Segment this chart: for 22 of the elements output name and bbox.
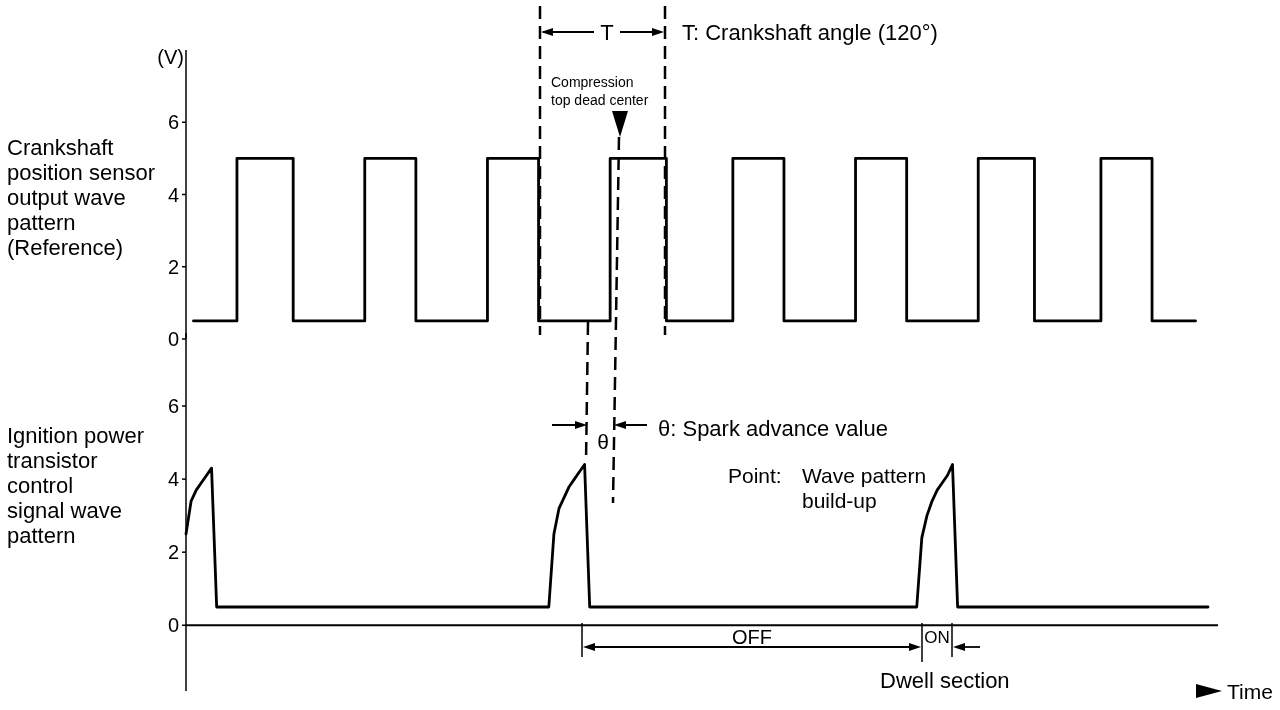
text: T (600, 19, 614, 45)
annotation: Wave pattern build-up (802, 463, 927, 512)
y-tick-label: 6 (167, 111, 179, 134)
y-axis-title: Crankshaft position sensor output wave pattern (Reference) (7, 134, 155, 260)
y-tick-label: 0 (167, 614, 179, 637)
y-tick-label: 2 (167, 541, 179, 564)
y-tick-label: 0 (167, 328, 179, 351)
x-axis-title: Time (1227, 679, 1273, 703)
text: T: Crankshaft angle (120°) (682, 19, 938, 45)
annotation: θ (597, 429, 609, 453)
y-tick-label: 6 (167, 395, 179, 418)
y-tick-label: 4 (167, 183, 179, 206)
y-tick-label: 2 (167, 255, 179, 278)
y-axis-title: Ignition power transistor control signal wave pattern (7, 422, 144, 548)
annotation: Dwell section (880, 667, 1010, 693)
annotation: θ: Spark advance value (658, 415, 888, 441)
annotation: Compression top dead center (551, 74, 649, 108)
annotation: OFF (732, 626, 772, 648)
annotation: Point: (728, 463, 782, 487)
text: (V) (157, 46, 184, 68)
y-tick-label: 4 (167, 468, 179, 491)
annotation: ON (924, 627, 950, 647)
